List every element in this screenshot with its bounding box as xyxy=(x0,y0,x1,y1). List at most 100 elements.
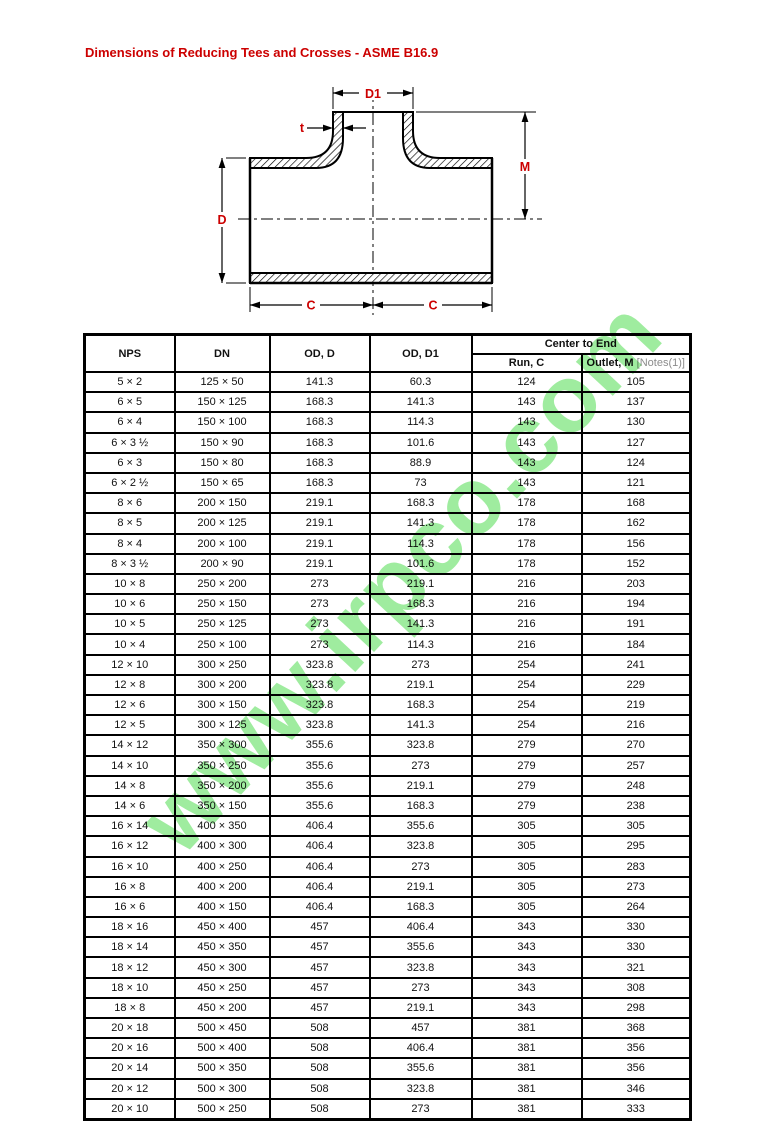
dim-label-m: M xyxy=(520,160,530,174)
table-cell: 368 xyxy=(580,1016,692,1040)
table-cell: 381 xyxy=(470,1077,583,1100)
table-cell: 330 xyxy=(580,936,692,959)
table-cell: 279 xyxy=(470,774,583,797)
table-cell: 178 xyxy=(470,512,583,535)
dimensions-table: NPS DN OD, D OD, D1 Center to End Run, C… xyxy=(83,333,692,1121)
table-cell: 323.8 xyxy=(268,673,371,697)
table-cell: 300 × 250 xyxy=(173,653,271,676)
table-cell: 457 xyxy=(268,996,371,1020)
table-cell: 143 xyxy=(470,451,583,474)
table-cell: 6 × 2 ½ xyxy=(83,471,176,495)
table-cell: 200 × 100 xyxy=(173,532,271,555)
table-cell: 20 × 12 xyxy=(83,1077,176,1100)
table-cell: 168 xyxy=(580,492,692,515)
label-knockouts xyxy=(213,86,534,312)
table-cell: 381 xyxy=(470,1037,583,1060)
table-cell: 178 xyxy=(470,552,583,575)
table-cell: 168.3 xyxy=(268,391,371,414)
table-cell: 298 xyxy=(580,996,692,1020)
table-cell: 150 × 125 xyxy=(173,391,271,414)
table-row: 10 × 8 250 × 200 273 219.1 216 203 xyxy=(83,572,692,596)
table-cell: 143 xyxy=(470,411,583,434)
table-cell: 219.1 xyxy=(368,774,473,797)
table-cell: 333 xyxy=(580,1097,692,1121)
table-cell: 20 × 16 xyxy=(83,1037,176,1060)
table-cell: 168.3 xyxy=(368,593,473,616)
table-cell: 10 × 5 xyxy=(83,613,176,636)
table-cell: 330 xyxy=(580,916,692,939)
table-cell: 500 × 250 xyxy=(173,1097,271,1121)
table-cell: 406.4 xyxy=(268,875,371,898)
table-cell: 12 × 5 xyxy=(83,714,176,737)
table-cell: 250 × 150 xyxy=(173,593,271,616)
table-cell: 200 × 150 xyxy=(173,492,271,515)
table-cell: 500 × 400 xyxy=(173,1037,271,1060)
table-cell: 219.1 xyxy=(368,875,473,898)
table-row: 10 × 6 250 × 150 273 168.3 216 194 xyxy=(83,593,692,616)
table-cell: 60.3 xyxy=(368,370,473,394)
table-cell: 14 × 6 xyxy=(83,794,176,818)
table-cell: 10 × 6 xyxy=(83,593,176,616)
table-cell: 323.8 xyxy=(268,653,371,676)
table-cell: 350 × 250 xyxy=(173,754,271,777)
table-cell: 254 xyxy=(470,653,583,676)
table-cell: 273 xyxy=(580,875,692,898)
table-cell: 184 xyxy=(580,633,692,656)
table-cell: 88.9 xyxy=(368,451,473,474)
header-outlet-m-note: [Notes(1)] xyxy=(633,356,685,369)
table-header: NPS DN OD, D OD, D1 Center to End Run, C… xyxy=(83,333,692,373)
dimension-arrows xyxy=(218,89,529,309)
table-cell: 343 xyxy=(470,936,583,959)
table-cell: 14 × 12 xyxy=(83,734,176,757)
table-row: 20 × 14 500 × 350 508 355.6 381 356 xyxy=(83,1057,692,1080)
table-row: 20 × 12 500 × 300 508 323.8 381 346 xyxy=(83,1077,692,1100)
table-cell: 300 × 150 xyxy=(173,693,271,717)
table-row: 12 × 5 300 × 125 323.8 141.3 254 216 xyxy=(83,714,692,737)
table-cell: 219 xyxy=(580,693,692,717)
table-cell: 143 xyxy=(470,431,583,454)
header-od-d1: OD, D1 xyxy=(368,333,473,373)
table-cell: 14 × 10 xyxy=(83,754,176,777)
table-cell: 450 × 250 xyxy=(173,976,271,999)
table-cell: 500 × 450 xyxy=(173,1016,271,1040)
table-row: 14 × 10 350 × 250 355.6 273 279 257 xyxy=(83,754,692,777)
table-row: 20 × 16 500 × 400 508 406.4 381 356 xyxy=(83,1037,692,1060)
table-row: 8 × 6 200 × 150 219.1 168.3 178 168 xyxy=(83,492,692,515)
table-cell: 168.3 xyxy=(268,411,371,434)
table-cell: 168.3 xyxy=(368,492,473,515)
table-cell: 200 × 90 xyxy=(173,552,271,575)
table-cell: 508 xyxy=(268,1057,371,1080)
table-cell: 16 × 8 xyxy=(83,875,176,898)
table-cell: 8 × 5 xyxy=(83,512,176,535)
table-cell: 273 xyxy=(368,976,473,999)
table-cell: 273 xyxy=(368,1097,473,1121)
table-cell: 216 xyxy=(580,714,692,737)
table-cell: 257 xyxy=(580,754,692,777)
table-cell: 200 × 125 xyxy=(173,512,271,535)
table-row: 6 × 3 ½ 150 × 90 168.3 101.6 143 127 xyxy=(83,431,692,454)
table-row: 12 × 10 300 × 250 323.8 273 254 241 xyxy=(83,653,692,676)
table-cell: 137 xyxy=(580,391,692,414)
table-cell: 168.3 xyxy=(268,431,371,454)
table-cell: 381 xyxy=(470,1097,583,1121)
table-cell: 216 xyxy=(470,613,583,636)
table-cell: 191 xyxy=(580,613,692,636)
table-cell: 238 xyxy=(580,794,692,818)
table-cell: 6 × 3 xyxy=(83,451,176,474)
table-cell: 73 xyxy=(368,471,473,495)
table-cell: 168.3 xyxy=(368,895,473,919)
table-cell: 254 xyxy=(470,673,583,697)
table-cell: 355.6 xyxy=(268,734,371,757)
table-cell: 5 × 2 xyxy=(83,370,176,394)
table-cell: 216 xyxy=(470,593,583,616)
table-cell: 101.6 xyxy=(368,431,473,454)
table-row: 5 × 2 125 × 50 141.3 60.3 124 105 xyxy=(83,370,692,394)
table-cell: 178 xyxy=(470,492,583,515)
table-cell: 355.6 xyxy=(268,794,371,818)
table-cell: 406.4 xyxy=(368,916,473,939)
table-cell: 323.8 xyxy=(368,734,473,757)
table-row: 16 × 10 400 × 250 406.4 273 305 283 xyxy=(83,855,692,878)
header-outlet-m-label: Outlet, M xyxy=(586,356,634,369)
dim-label-d: D xyxy=(217,213,226,227)
table-cell: 150 × 65 xyxy=(173,471,271,495)
